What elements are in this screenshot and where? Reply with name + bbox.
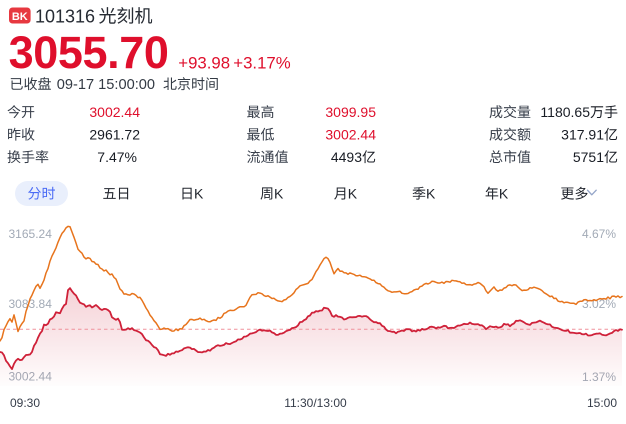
svg-text:09-17 15:00:00: 09-17 15:00:00 — [57, 77, 155, 93]
svg-text:317.91: 317.91 — [561, 127, 604, 143]
svg-text:BK: BK — [12, 11, 28, 23]
svg-text:4.67%: 4.67% — [582, 227, 616, 241]
svg-text:K: K — [274, 186, 284, 202]
svg-text:11:30/13:00: 11:30/13:00 — [284, 396, 347, 410]
svg-text:3165.24: 3165.24 — [9, 227, 53, 241]
svg-text:4493: 4493 — [331, 149, 362, 165]
svg-text:1180.65: 1180.65 — [540, 104, 590, 120]
svg-text:3055.70: 3055.70 — [9, 27, 169, 78]
svg-text:3083.84: 3083.84 — [9, 297, 53, 311]
svg-text:+93.98: +93.98 — [178, 54, 230, 73]
svg-text:3099.95: 3099.95 — [325, 104, 376, 120]
svg-text:+3.17%: +3.17% — [233, 54, 290, 73]
svg-text:2961.72: 2961.72 — [89, 127, 140, 143]
svg-text:K: K — [194, 186, 204, 202]
svg-text:09:30: 09:30 — [10, 396, 40, 410]
svg-text:3002.44: 3002.44 — [325, 127, 376, 143]
svg-text:101316: 101316 — [35, 6, 95, 26]
svg-text:3002.44: 3002.44 — [89, 104, 140, 120]
svg-text:7.47%: 7.47% — [97, 149, 137, 165]
svg-text:K: K — [499, 186, 509, 202]
svg-text:K: K — [348, 186, 358, 202]
svg-text:15:00: 15:00 — [587, 396, 617, 410]
svg-text:K: K — [426, 186, 436, 202]
svg-text:5751: 5751 — [573, 149, 604, 165]
